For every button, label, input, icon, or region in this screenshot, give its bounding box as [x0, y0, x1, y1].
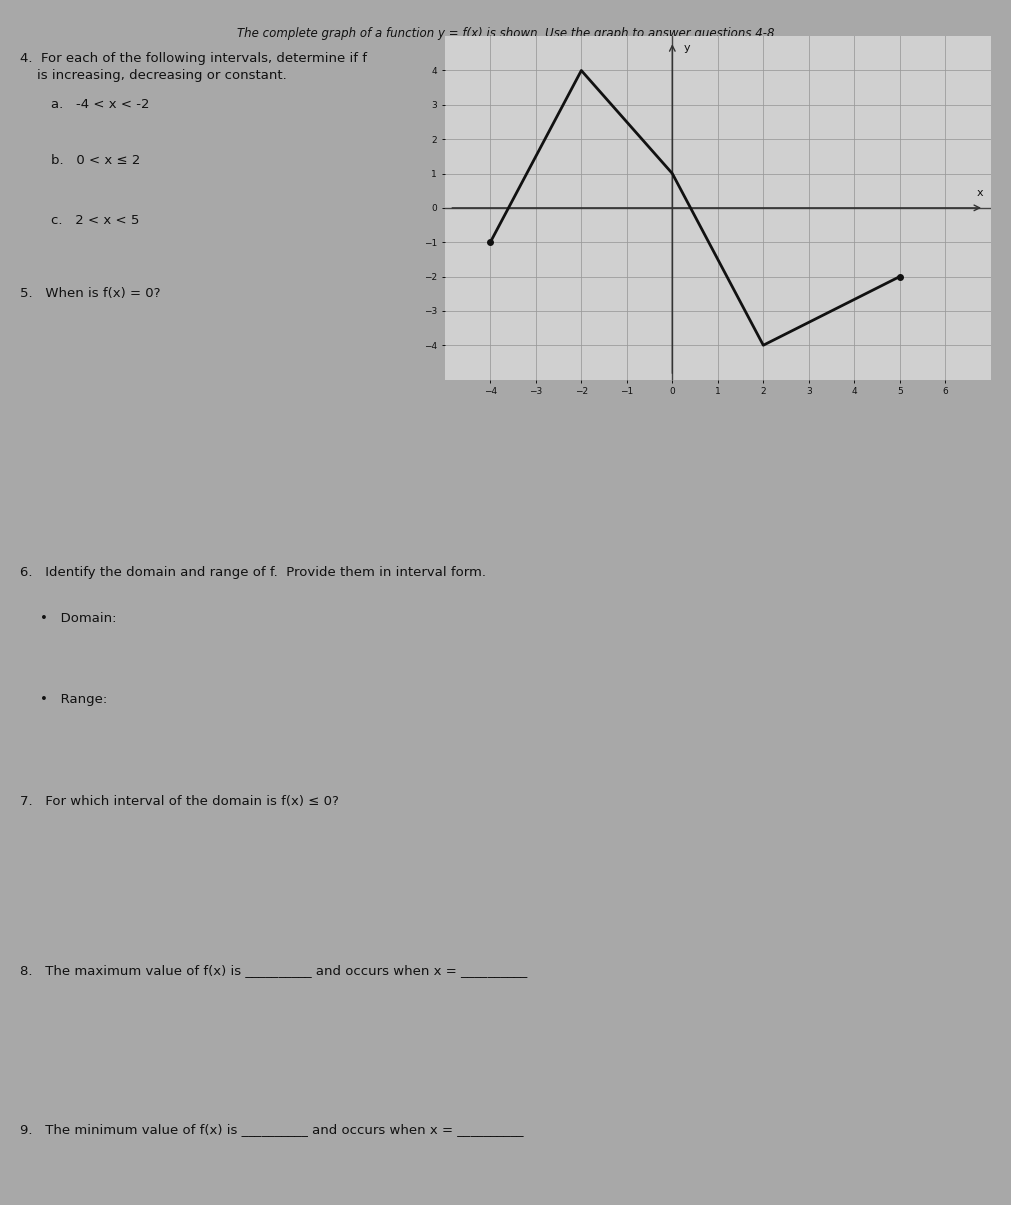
Text: 5.   When is f(x) = 0?: 5. When is f(x) = 0? [20, 287, 161, 300]
Text: x: x [977, 188, 984, 198]
Text: 4.  For each of the following intervals, determine if f: 4. For each of the following intervals, … [20, 52, 367, 65]
Text: y: y [683, 43, 691, 53]
Text: The complete graph of a function y = f(x) is shown. Use the graph to answer ques: The complete graph of a function y = f(x… [237, 27, 774, 40]
Text: c.   2 < x < 5: c. 2 < x < 5 [51, 214, 139, 228]
Text: is increasing, decreasing or constant.: is increasing, decreasing or constant. [20, 69, 287, 82]
Text: 9.   The minimum value of f(x) is __________ and occurs when x = __________: 9. The minimum value of f(x) is ________… [20, 1123, 524, 1136]
Text: 6.   Identify the domain and range of f.  Provide them in interval form.: 6. Identify the domain and range of f. P… [20, 566, 486, 580]
Text: a.   -4 < x < -2: a. -4 < x < -2 [51, 98, 149, 111]
Text: b.   0 < x ≤ 2: b. 0 < x ≤ 2 [51, 154, 140, 167]
Text: 8.   The maximum value of f(x) is __________ and occurs when x = __________: 8. The maximum value of f(x) is ________… [20, 964, 528, 977]
Text: •   Range:: • Range: [40, 693, 108, 706]
Text: •   Domain:: • Domain: [40, 612, 117, 625]
Text: 7.   For which interval of the domain is f(x) ≤ 0?: 7. For which interval of the domain is f… [20, 795, 339, 809]
